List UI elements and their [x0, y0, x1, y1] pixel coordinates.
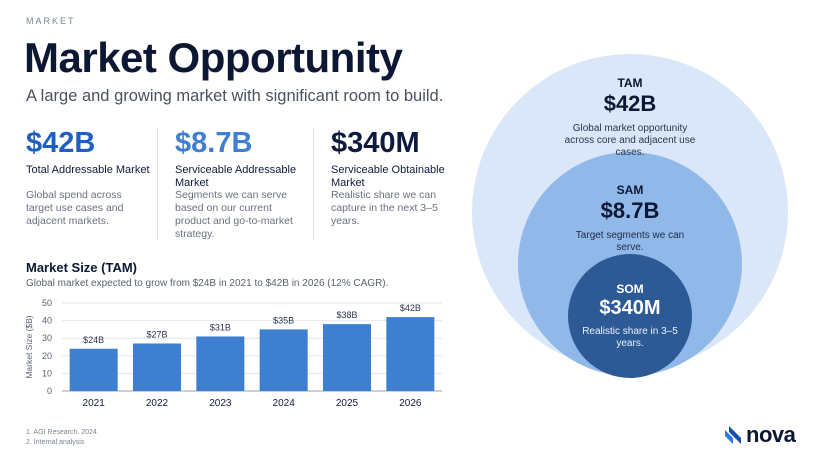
metric-value: $8.7B	[175, 127, 253, 159]
sam-description: Target segments we can serve.	[575, 230, 685, 253]
page-subtitle: A large and growing market with signific…	[26, 87, 444, 105]
bar	[386, 317, 435, 391]
metric-value: $340M	[331, 127, 420, 159]
y-tick-label: 30	[42, 333, 52, 343]
y-tick-label: 20	[42, 351, 52, 361]
nova-logo: nova	[724, 422, 796, 448]
metric-tam: $42B Total Addressable Market Global spe…	[26, 126, 166, 227]
bar-chart: 0 10 20 30 40 50 Market Size ($B) $24B 2021 $27B 2…	[24, 298, 442, 409]
metric-label: Total Addressable Market	[26, 164, 150, 176]
tam-value: $42B	[603, 91, 657, 116]
metric-description: Global spend across target use cases and…	[26, 189, 124, 227]
metric-divider	[313, 128, 314, 240]
page-title: Market Opportunity	[24, 34, 403, 81]
bar	[196, 336, 245, 391]
x-tick-label: 2026	[399, 398, 422, 409]
y-tick-label: 0	[47, 386, 52, 396]
bar	[133, 343, 181, 391]
bar-data-label: $38B	[336, 310, 357, 320]
sam-heading: SAM	[616, 183, 644, 197]
som-value: $340M	[599, 297, 661, 319]
x-tick-label: 2022	[146, 398, 169, 409]
y-tick-label: 40	[42, 316, 52, 326]
bar	[323, 324, 371, 391]
x-tick-label: 2023	[209, 398, 232, 409]
bar-data-label: $42B	[400, 303, 421, 313]
tam-heading: TAM	[617, 76, 643, 90]
som-heading: SOM	[616, 282, 644, 296]
y-tick-label: 50	[42, 298, 52, 308]
som-label-group: SOM $340M Realistic share in 3–5 years.	[575, 282, 685, 350]
nova-logo-icon	[725, 426, 741, 444]
metric-som: $340M Serviceable Obtainable Market Real…	[331, 126, 471, 227]
metric-label: Serviceable Obtainable Market	[331, 164, 445, 189]
bar	[69, 348, 118, 391]
footnote: 1. AGI Research, 2024	[26, 429, 97, 436]
metric-label: Serviceable Addressable Market	[175, 164, 297, 189]
som-circle	[568, 254, 692, 378]
tam-label-group: TAM $42B Global market opportunity acros…	[560, 76, 700, 159]
chart-title: Market Size (TAM)	[26, 260, 137, 275]
sam-label-group: SAM $8.7B Target segments we can serve.	[570, 183, 690, 254]
section-eyebrow: MARKET	[26, 16, 76, 26]
bar-data-label: $27B	[146, 329, 167, 339]
bar-data-label: $31B	[210, 322, 231, 332]
footnote: 2. Internal analysis	[26, 439, 85, 446]
metric-description: Segments we can serve based on our curre…	[175, 189, 293, 240]
x-tick-label: 2025	[336, 398, 359, 409]
y-tick-label: 10	[42, 368, 52, 378]
chart-subtitle: Global market expected to grow from $24B…	[26, 278, 389, 289]
metric-value: $42B	[26, 127, 96, 159]
x-tick-label: 2021	[83, 398, 106, 409]
metric-description: Realistic share we can capture in the ne…	[331, 189, 438, 227]
bar-data-label: $35B	[273, 315, 294, 325]
metric-divider	[157, 128, 158, 240]
metric-sam: $8.7B Serviceable Addressable Market Seg…	[175, 126, 315, 240]
sam-value: $8.7B	[600, 198, 660, 223]
y-axis-label: Market Size ($B)	[24, 315, 34, 378]
som-description: Realistic share in 3–5 years.	[582, 326, 678, 349]
footnotes: 1. AGI Research, 2024 2. Internal analys…	[26, 428, 97, 448]
tam-description: Global market opportunity across core an…	[564, 123, 696, 158]
bar-data-label: $24B	[83, 335, 104, 345]
nova-logo-text: nova	[746, 422, 796, 447]
x-tick-label: 2024	[273, 398, 296, 409]
bar	[259, 329, 308, 391]
